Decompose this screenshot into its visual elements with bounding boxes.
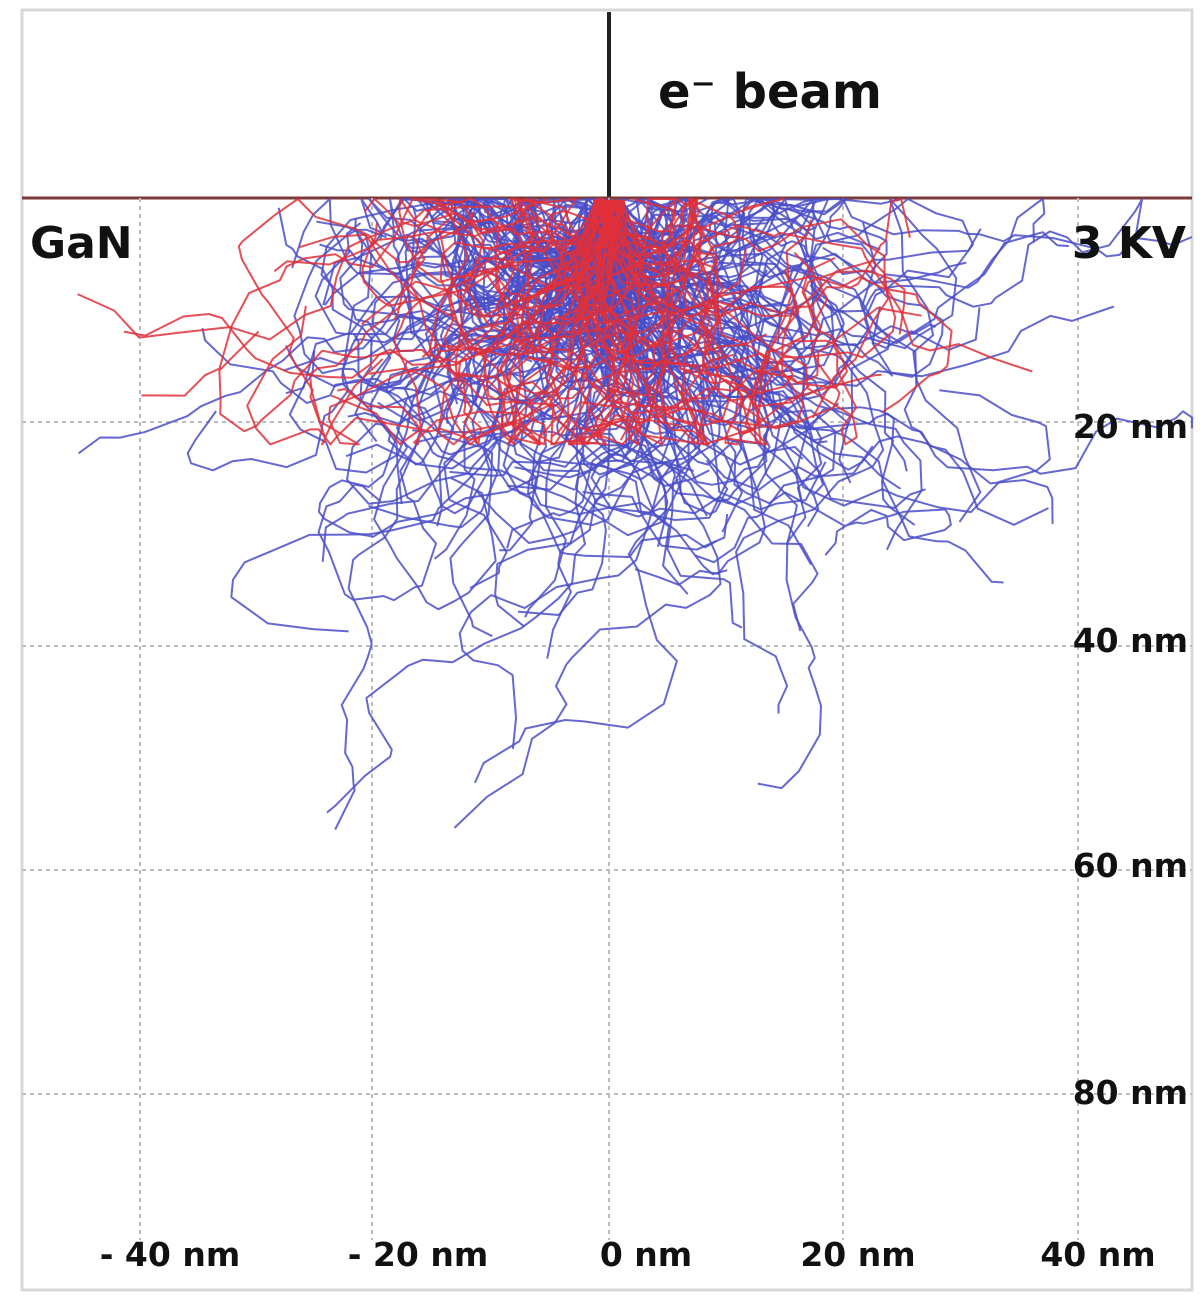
x-tick-label: 40 nm — [1040, 1235, 1155, 1274]
trajectory-line — [421, 199, 666, 397]
trajectory-line — [599, 199, 812, 427]
trajectory-line — [298, 199, 619, 446]
trajectory-line — [609, 199, 811, 408]
trajectory-line — [601, 198, 944, 378]
trajectory-line — [538, 199, 622, 446]
trajectories — [77, 198, 1193, 830]
trajectory-line — [309, 199, 606, 446]
trajectory-line — [499, 198, 623, 446]
y-tick-label: 60 nm — [1073, 846, 1188, 885]
trajectory-line — [613, 199, 889, 419]
trajectory-line — [458, 199, 705, 750]
x-tick-label: - 40 nm — [100, 1235, 240, 1274]
trajectory-line — [516, 198, 735, 431]
x-tick-label: 0 nm — [600, 1235, 692, 1274]
trajectory-line — [607, 198, 702, 278]
trajectory-line — [334, 199, 599, 830]
trajectory-line — [593, 198, 677, 286]
trajectory-line — [603, 198, 911, 312]
trajectory-line — [596, 199, 743, 629]
trajectory-line — [361, 198, 607, 311]
trajectory-line — [361, 198, 740, 340]
trajectory-line — [563, 199, 747, 415]
trajectory-line — [393, 198, 724, 354]
trajectory-line — [123, 199, 627, 379]
y-tick-labels: 20 nm 40 nm 60 nm 80 nm — [1073, 407, 1188, 1112]
beam-label: e⁻ beam — [658, 64, 882, 120]
trajectory-line — [368, 199, 675, 446]
x-tick-label: 20 nm — [800, 1235, 915, 1274]
material-label: GaN — [30, 218, 133, 269]
trajectory-line — [246, 199, 612, 446]
trajectory-line — [558, 199, 897, 443]
trajectory-line — [468, 199, 603, 395]
trajectory-line — [77, 199, 625, 350]
trajectory-line — [363, 198, 608, 395]
voltage-label: 3 KV — [1072, 218, 1186, 269]
trajectory-line — [606, 199, 805, 429]
y-tick-label: 40 nm — [1073, 621, 1188, 660]
trajectory-line — [603, 199, 766, 586]
x-tick-labels: - 40 nm - 20 nm 0 nm 20 nm 40 nm — [100, 1235, 1156, 1274]
trajectory-line — [437, 199, 620, 446]
trajectory-line — [620, 199, 728, 465]
trajectory-line — [567, 198, 719, 446]
trajectory-line — [453, 199, 722, 829]
y-tick-label: 20 nm — [1073, 407, 1188, 446]
trajectory-line — [457, 199, 641, 446]
trajectory-line — [600, 198, 1193, 258]
trajectory-line — [536, 199, 794, 435]
y-tick-label: 80 nm — [1073, 1073, 1188, 1112]
trajectory-line — [584, 199, 769, 446]
trajectory-line — [514, 199, 615, 400]
x-tick-label: - 20 nm — [348, 1235, 488, 1274]
